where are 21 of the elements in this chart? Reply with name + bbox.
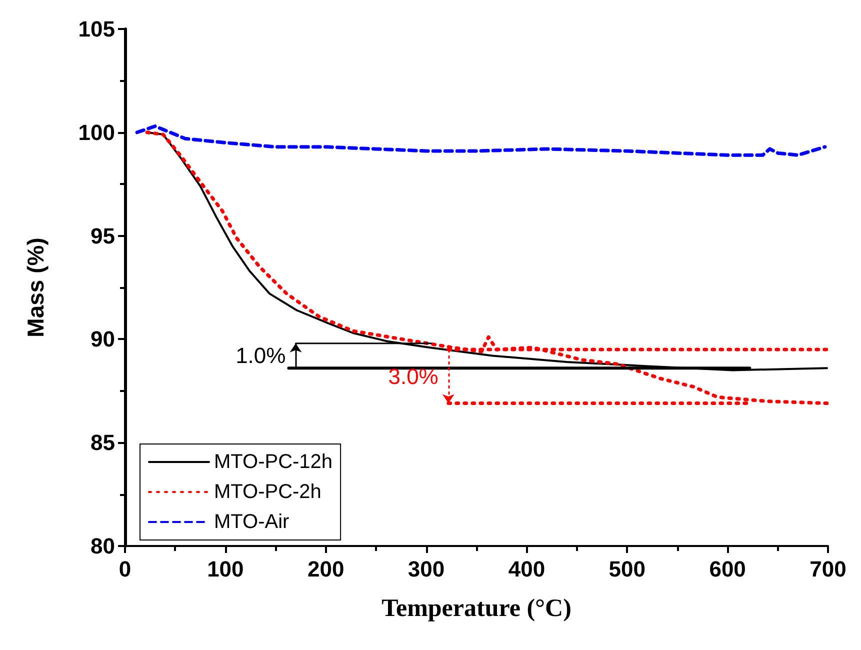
annotation: 3.0% [388,364,438,389]
y-tick-label: 80 [90,534,115,558]
x-tick-label: 200 [308,556,344,582]
annotation: 1.0% [236,343,286,368]
x-tick-label: 300 [408,556,445,582]
x-tick-label: 100 [207,556,244,582]
x-axis-title: Temperature (°C) [382,595,572,622]
y-tick-label: 100 [78,120,115,145]
legend-label: MTO-Air [214,511,290,533]
x-tick-label: 500 [608,556,646,582]
y-tick-label: 85 [90,430,115,456]
x-tick-label: 600 [709,556,746,582]
x-tick-label: 700 [810,556,846,582]
y-tick-label: 105 [78,16,115,42]
x-tick-label: 0 [118,556,132,582]
x-tick-label: 400 [508,556,546,582]
y-tick-label: 95 [90,223,115,248]
legend-label: MTO-PC-12h [214,451,333,473]
legend-label: MTO-PC-2h [214,481,322,503]
y-axis-title: Mass (%) [22,238,48,338]
y-tick-label: 90 [90,326,115,352]
